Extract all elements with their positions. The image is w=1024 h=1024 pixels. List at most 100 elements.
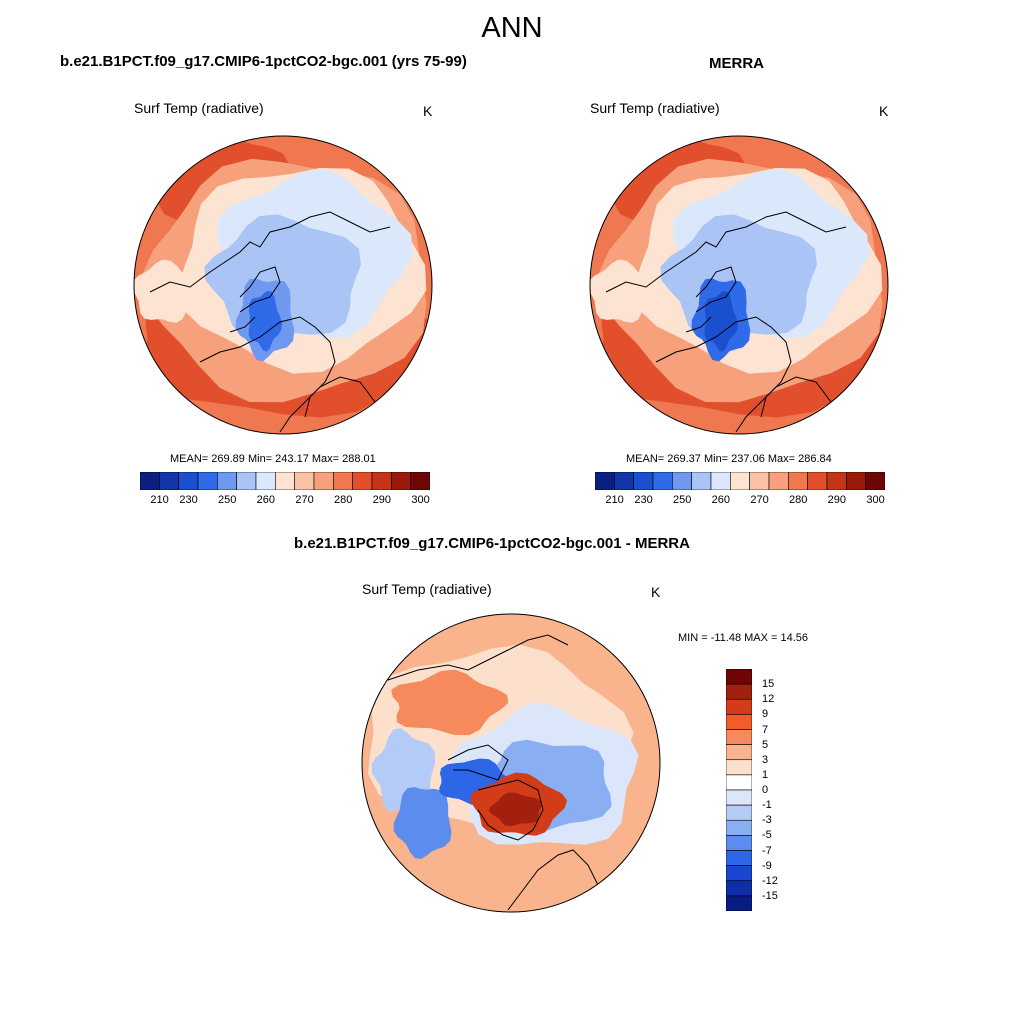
colorbar-swatch xyxy=(197,472,218,490)
colorbar-tick-label: 250 xyxy=(218,494,237,506)
colorbar-swatch xyxy=(710,472,731,490)
colorbar-swatch xyxy=(749,472,770,490)
colorbar-swatch xyxy=(633,472,654,490)
colorbar-tick-label: 260 xyxy=(711,494,731,506)
colorbar-tick-label: 5 xyxy=(762,738,769,751)
panel-1-stats: MEAN= 269.89 Min= 243.17 Max= 288.01 xyxy=(170,453,376,465)
colorbar-tick-label: 280 xyxy=(789,494,808,506)
colorbar-tick-label: 230 xyxy=(634,494,653,506)
colorbar-swatch xyxy=(726,880,752,897)
panel-3-title: b.e21.B1PCT.f09_g17.CMIP6-1pctCO2-bgc.00… xyxy=(294,535,690,552)
colorbar-swatch xyxy=(313,472,334,490)
colorbar-tick-label: 7 xyxy=(762,723,769,736)
colorbar-swatch xyxy=(410,472,430,490)
colorbar-swatch xyxy=(371,472,392,490)
colorbar-swatch xyxy=(275,472,295,490)
colorbar-swatch xyxy=(726,774,752,791)
colorbar-swatch xyxy=(726,683,752,700)
colorbar-swatch xyxy=(788,472,808,490)
colorbar-tick-label: 290 xyxy=(372,494,392,506)
colorbar-tick-label: 1 xyxy=(762,768,769,781)
panel-2-variable: Surf Temp (radiative) xyxy=(590,100,720,116)
colorbar-tick-label: -9 xyxy=(762,859,772,872)
temperature-field xyxy=(590,136,888,434)
colorbar-tick-label: -7 xyxy=(762,844,772,857)
panel-3-variable: Surf Temp (radiative) xyxy=(362,581,492,597)
colorbar-swatch xyxy=(652,472,673,490)
panel-2-polar-map xyxy=(589,135,889,435)
colorbar-tick-label: 300 xyxy=(411,494,430,506)
colorbar-swatch xyxy=(672,472,692,490)
colorbar-swatch xyxy=(140,472,160,490)
colorbar-tick-label: 260 xyxy=(256,494,276,506)
colorbar-swatch xyxy=(333,472,353,490)
colorbar-swatch xyxy=(159,472,179,490)
colorbar-tick-label: 270 xyxy=(295,494,314,506)
colorbar-tick-label: 3 xyxy=(762,753,769,766)
colorbar-swatch xyxy=(726,698,752,715)
colorbar-swatch xyxy=(865,472,885,490)
colorbar-swatch xyxy=(726,789,752,806)
panel-1-variable: Surf Temp (radiative) xyxy=(134,100,264,116)
colorbar-swatch xyxy=(726,729,752,745)
colorbar-swatch xyxy=(726,744,752,761)
colorbar-swatch xyxy=(691,472,712,490)
colorbar-tick-label: 9 xyxy=(762,708,769,721)
colorbar-swatch xyxy=(726,759,752,776)
panel-3-colorbar-labels: 15 12 9 7 5 3 1 0 -1 -3 -5 -7 -9 -12 -15 xyxy=(758,669,798,911)
colorbar-swatch xyxy=(726,669,752,685)
colorbar-swatch xyxy=(614,472,634,490)
panel-2-colorbar-labels: 210 230 250 260 270 280 290 300 xyxy=(595,494,885,508)
colorbar-tick-label: 300 xyxy=(866,494,885,506)
colorbar-tick-label: 280 xyxy=(334,494,353,506)
panel-3-units: K xyxy=(651,584,661,600)
colorbar-swatch xyxy=(391,472,411,490)
colorbar-swatch xyxy=(217,472,237,490)
colorbar-swatch xyxy=(726,850,752,866)
colorbar-swatch xyxy=(768,472,789,490)
panel-2-colorbar xyxy=(595,472,885,490)
colorbar-swatch xyxy=(352,472,373,490)
colorbar-tick-label: 210 xyxy=(150,494,169,506)
colorbar-tick-label: -1 xyxy=(762,799,772,812)
colorbar-swatch xyxy=(726,819,752,836)
colorbar-tick-label: 230 xyxy=(179,494,198,506)
colorbar-swatch xyxy=(826,472,847,490)
difference-field xyxy=(362,614,660,912)
colorbar-tick-label: -3 xyxy=(762,814,772,827)
panel-1-title: b.e21.B1PCT.f09_g17.CMIP6-1pctCO2-bgc.00… xyxy=(60,53,467,70)
colorbar-tick-label: 210 xyxy=(605,494,624,506)
colorbar-tick-label: 12 xyxy=(762,693,775,706)
panel-3-colorbar xyxy=(726,669,752,911)
colorbar-tick-label: 290 xyxy=(827,494,847,506)
colorbar-swatch xyxy=(595,472,615,490)
colorbar-tick-label: 0 xyxy=(762,784,769,796)
panel-1-colorbar xyxy=(140,472,430,490)
colorbar-swatch xyxy=(726,714,752,730)
colorbar-swatch xyxy=(255,472,276,490)
panel-2-title: MERRA xyxy=(709,55,764,72)
colorbar-swatch xyxy=(178,472,199,490)
colorbar-swatch xyxy=(846,472,866,490)
colorbar-swatch xyxy=(294,472,315,490)
colorbar-swatch xyxy=(726,804,752,821)
panel-3-polar-map xyxy=(361,613,661,913)
colorbar-tick-label: -15 xyxy=(762,889,778,902)
colorbar-tick-label: -12 xyxy=(762,874,778,887)
panel-1-polar-map xyxy=(133,135,433,435)
temperature-field xyxy=(134,136,432,434)
panel-3-stats: MIN = -11.48 MAX = 14.56 xyxy=(678,632,809,644)
panel-1-units: K xyxy=(423,103,433,119)
colorbar-swatch xyxy=(807,472,828,490)
panel-1-colorbar-labels: 210 230 250 260 270 280 290 300 xyxy=(140,494,430,508)
colorbar-tick-label: 15 xyxy=(762,678,775,691)
season-title: ANN xyxy=(481,12,543,44)
colorbar-tick-label: 250 xyxy=(673,494,692,506)
colorbar-swatch xyxy=(726,865,752,882)
panel-2-stats: MEAN= 269.37 Min= 237.06 Max= 286.84 xyxy=(626,453,832,465)
colorbar-tick-label: -5 xyxy=(762,829,772,842)
colorbar-swatch xyxy=(730,472,750,490)
colorbar-tick-label: 270 xyxy=(750,494,769,506)
colorbar-swatch xyxy=(726,895,752,911)
colorbar-swatch xyxy=(726,835,752,851)
